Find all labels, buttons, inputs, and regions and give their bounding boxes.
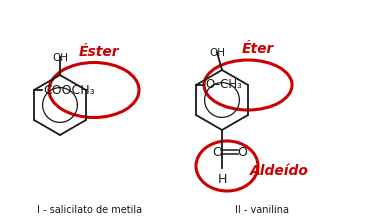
Text: OH: OH xyxy=(209,48,225,58)
Text: COOCH₃: COOCH₃ xyxy=(43,84,95,97)
Text: C: C xyxy=(213,145,221,158)
Text: O: O xyxy=(237,145,247,158)
Text: II - vanilina: II - vanilina xyxy=(235,205,289,215)
Text: Éster: Éster xyxy=(79,45,119,59)
Text: O–CH₃: O–CH₃ xyxy=(205,78,242,91)
Text: Éter: Éter xyxy=(242,42,274,56)
Text: OH: OH xyxy=(52,53,68,63)
Text: I - salicilato de metila: I - salicilato de metila xyxy=(37,205,142,215)
Text: Aldeído: Aldeído xyxy=(250,164,308,178)
Text: H: H xyxy=(217,173,227,186)
